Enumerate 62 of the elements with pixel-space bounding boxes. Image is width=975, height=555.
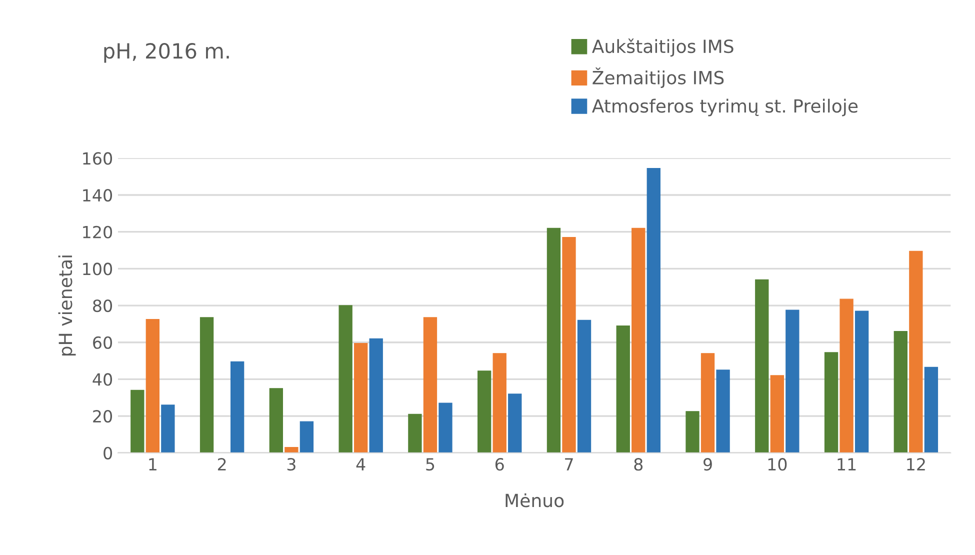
bar [478, 370, 492, 453]
bar [408, 414, 422, 453]
bar [646, 168, 660, 453]
bar [716, 370, 730, 453]
bar [924, 366, 938, 453]
bar [755, 279, 769, 453]
bar [200, 317, 214, 453]
y-tick-label: 40 [92, 373, 112, 386]
bar [161, 404, 175, 453]
y-tick-label: 100 [83, 262, 112, 276]
bar [230, 361, 244, 453]
x-tick-label: 6 [495, 458, 504, 471]
bar [369, 338, 383, 453]
bar [546, 228, 561, 453]
x-tick-label: 12 [907, 458, 925, 470]
chart-title: pH, 2016 m. [104, 43, 229, 63]
legend-label: Atmosferos tyrimų st. Preiloje [592, 98, 858, 116]
bar [824, 352, 838, 453]
bar [354, 342, 368, 453]
bar [786, 310, 800, 453]
bar [300, 421, 314, 453]
legend-label: Žemaitijos IMS [592, 67, 724, 88]
bar [770, 375, 784, 453]
x-tick-label: 10 [768, 458, 787, 471]
x-tick-label: 1 [149, 458, 156, 470]
y-tick-label: 80 [93, 299, 112, 312]
bar [577, 320, 592, 453]
x-tick-label: 8 [634, 458, 643, 471]
x-tick-label: 9 [704, 458, 712, 471]
x-tick-label: 5 [426, 458, 434, 471]
bar [423, 317, 438, 453]
bar [632, 228, 646, 453]
legend-label: Aukštaitijos IMS [592, 38, 734, 57]
x-tick-label: 7 [565, 458, 573, 470]
x-tick-label: 4 [356, 458, 366, 470]
bar [686, 411, 700, 453]
bar [700, 353, 715, 453]
bar [508, 394, 522, 453]
bar [909, 250, 923, 453]
y-tick-label: 0 [104, 446, 112, 460]
y-tick-label: 20 [93, 410, 112, 423]
bar [146, 318, 160, 453]
y-axis-title: pH vienetai [58, 256, 76, 356]
x-axis-title: Mėnuo [506, 493, 564, 508]
bar [854, 310, 869, 453]
x-tick-label: 3 [287, 458, 296, 471]
bar [840, 298, 854, 453]
bar [438, 402, 452, 453]
y-tick-label: 160 [83, 152, 112, 165]
bar [338, 305, 352, 453]
bar [562, 237, 576, 453]
bar [616, 325, 630, 453]
bar [894, 330, 908, 453]
bar [269, 388, 284, 453]
x-tick-label: 11 [838, 458, 856, 470]
y-tick-label: 120 [83, 226, 112, 238]
bar [130, 390, 144, 453]
x-tick-label: 2 [218, 458, 226, 470]
y-tick-label: 140 [83, 188, 112, 202]
bar [284, 447, 298, 453]
bar [492, 353, 506, 453]
y-tick-label: 60 [93, 336, 112, 349]
